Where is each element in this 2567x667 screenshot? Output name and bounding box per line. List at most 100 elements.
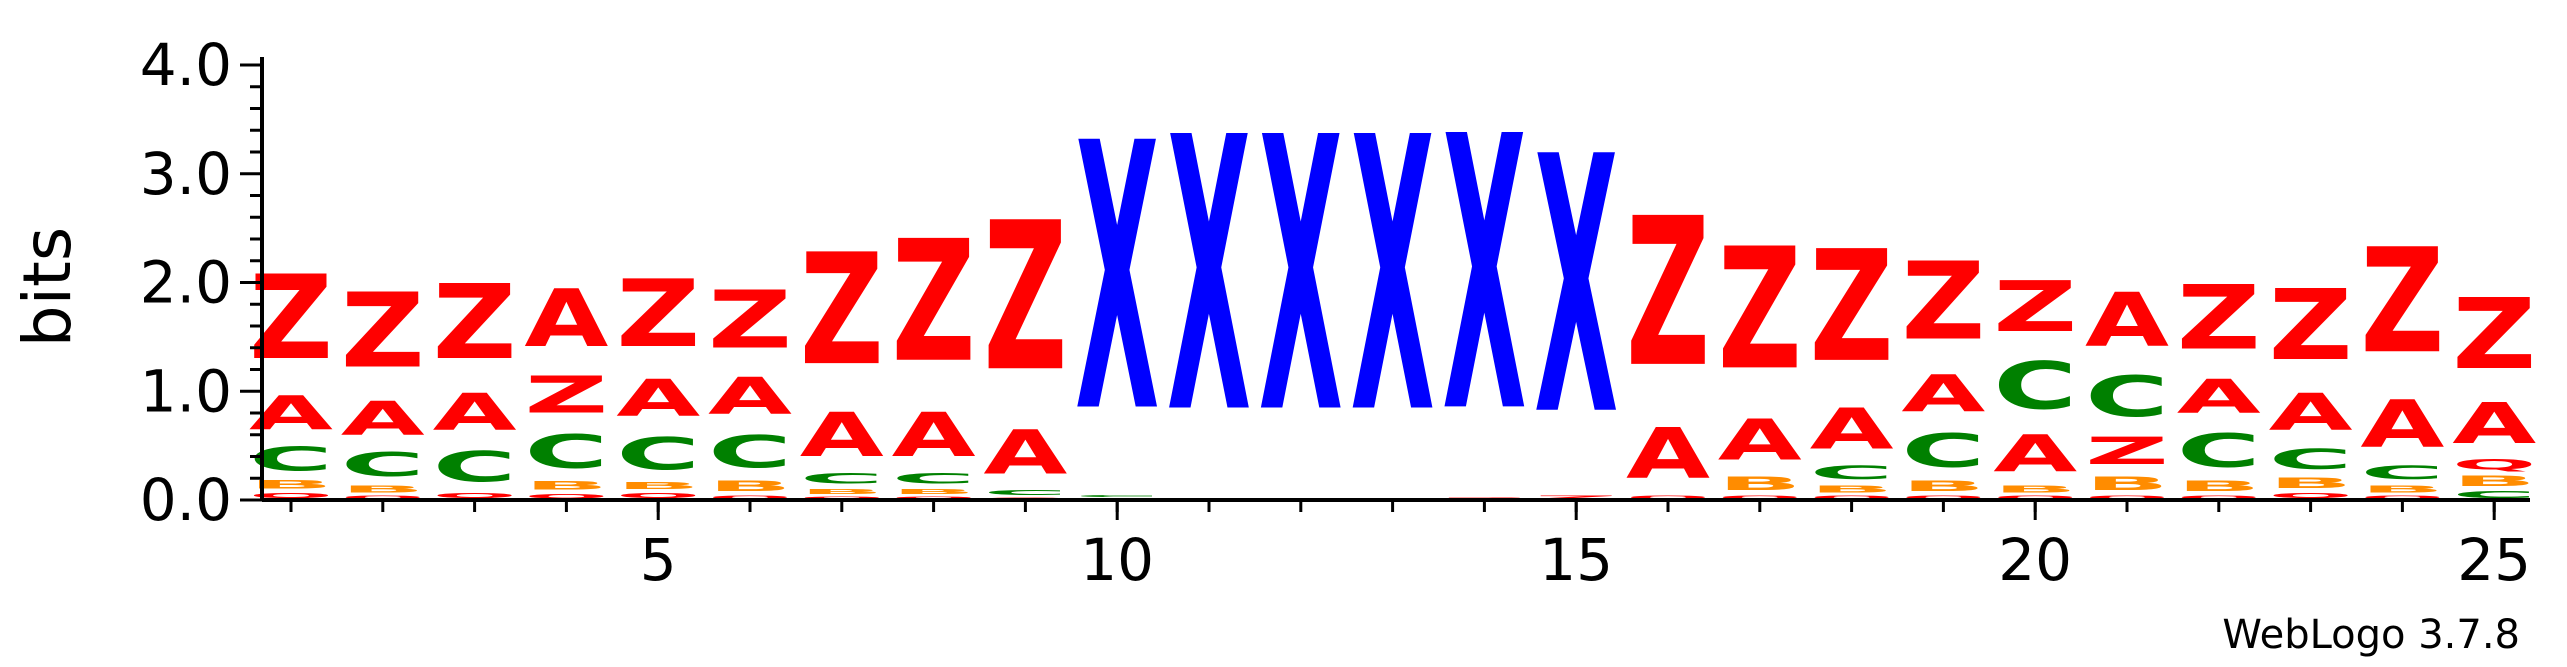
logo-letter-c: C [983,488,1067,497]
logo-letter-x: X [1167,60,1251,497]
logo-letter-b: B [2360,484,2444,495]
x-tick-label: 5 [640,526,677,594]
logo-letter-b: B [1901,478,1985,494]
logo-letter-c: C [892,471,976,487]
logo-letter-b: B [800,487,884,496]
logo-letter-b: B [341,484,425,495]
logo-column: AX [1351,60,1436,500]
logo-column: QBCAZ [341,272,426,500]
logo-letter-z: Z [892,204,976,399]
logo-letter-z: Z [800,222,884,400]
logo-column: ZX [1442,59,1526,500]
logo-letter-c: C [1810,462,1894,484]
x-tick-label: 15 [1539,526,1613,594]
logo-letter-z: Z [708,275,792,367]
logo-letter-a: A [616,369,700,429]
logo-letter-z: Z [1810,219,1894,397]
logo-letter-z: Z [2452,279,2536,392]
logo-letter-c: C [433,443,517,492]
logo-column: ACX [1075,66,1160,500]
logo-letter-z: Z [1718,212,1802,407]
logo-letter-q: Q [2452,457,2536,473]
logo-letter-b: B [1718,473,1802,495]
logo-column: QCAZ [983,180,1067,500]
logo-letter-z: Z [1626,176,1710,413]
logo-column: QCAZ [433,263,517,500]
logo-letter-a: A [433,383,517,443]
logo-letter-x: X [1442,59,1526,496]
logo-letter-a: A [2269,383,2353,443]
logo-letter-a: A [341,392,426,446]
y-tick-label: 2.0 [140,249,232,317]
logo-letter-z: Z [2360,218,2444,386]
logo-letter-c: C [341,446,425,484]
logo-letter-a: A [1718,408,1802,473]
logo-letter-c: C [708,426,792,478]
logo-letter-z: Z [1993,266,2077,348]
weblogo-credit: WebLogo 3.7.8 [2222,612,2520,658]
x-tick-label: 10 [1080,526,1154,594]
logo-letter-a: A [983,417,1067,488]
logo-letter-b: B [892,487,976,496]
logo-letter-b: B [2085,473,2169,495]
logo-letter-a: A [1993,424,2077,484]
logo-letter-b: B [2177,478,2261,494]
logo-letter-a: A [708,367,792,427]
logo-letter-z: Z [524,366,608,425]
logo-letter-b: B [1810,484,1894,495]
logo-letter-b: B [2269,475,2353,491]
letter-stacks: QBCAZQBCAZQCAZQBCZAQBCAZQBCAZQBCAZQBCAZQ… [249,59,2536,500]
logo-letter-a: A [2085,277,2169,363]
logo-letter-a: A [800,400,884,471]
logo-letter-a: A [1810,397,1894,462]
logo-letter-z: Z [2085,430,2169,473]
logo-letter-c: C [800,471,884,487]
logo-column: AX [1259,60,1344,500]
logo-letter-x: X [1075,66,1159,493]
logo-letter-z: Z [1901,241,1985,365]
logo-letter-x: X [1534,81,1618,493]
y-tick-label: 4.0 [140,31,232,99]
logo-letter-c: C [2360,462,2444,484]
logo-letter-b: B [1993,484,2077,495]
logo-letter-b: B [524,479,608,492]
logo-column: QBCAZ [800,222,884,500]
logo-column: QAZ [1626,176,1710,500]
logo-letter-a: A [2177,370,2262,424]
logo-letter-c: C [616,429,700,481]
logo-letter-a: A [892,400,976,471]
logo-letter-b: B [2452,473,2536,489]
logo-letter-c: C [1993,348,2077,423]
y-tick-label: 3.0 [140,140,232,208]
logo-letter-z: Z [433,263,517,382]
logo-letter-c: C [2177,424,2261,478]
logo-letter-a: A [1626,413,1710,495]
logo-letter-c: C [524,425,608,479]
logo-letter-c: C [1901,424,1985,478]
y-tick-label: 1.0 [140,357,232,425]
logo-letter-a: A [2360,387,2444,463]
logo-letter-x: X [1351,60,1435,497]
logo-letter-z: Z [616,260,700,368]
logo-letter-b: B [616,481,700,492]
x-tick-label: 20 [1998,526,2072,594]
logo-letter-z: Z [983,180,1067,417]
logo-letter-c: C [2085,365,2169,430]
logo-letter-b: B [708,478,792,494]
logo-letter-a: A [2452,392,2536,457]
logo-letter-a: A [1901,365,1985,425]
logo-column: ZX [1534,81,1618,500]
y-axis-label: bits [9,227,86,348]
